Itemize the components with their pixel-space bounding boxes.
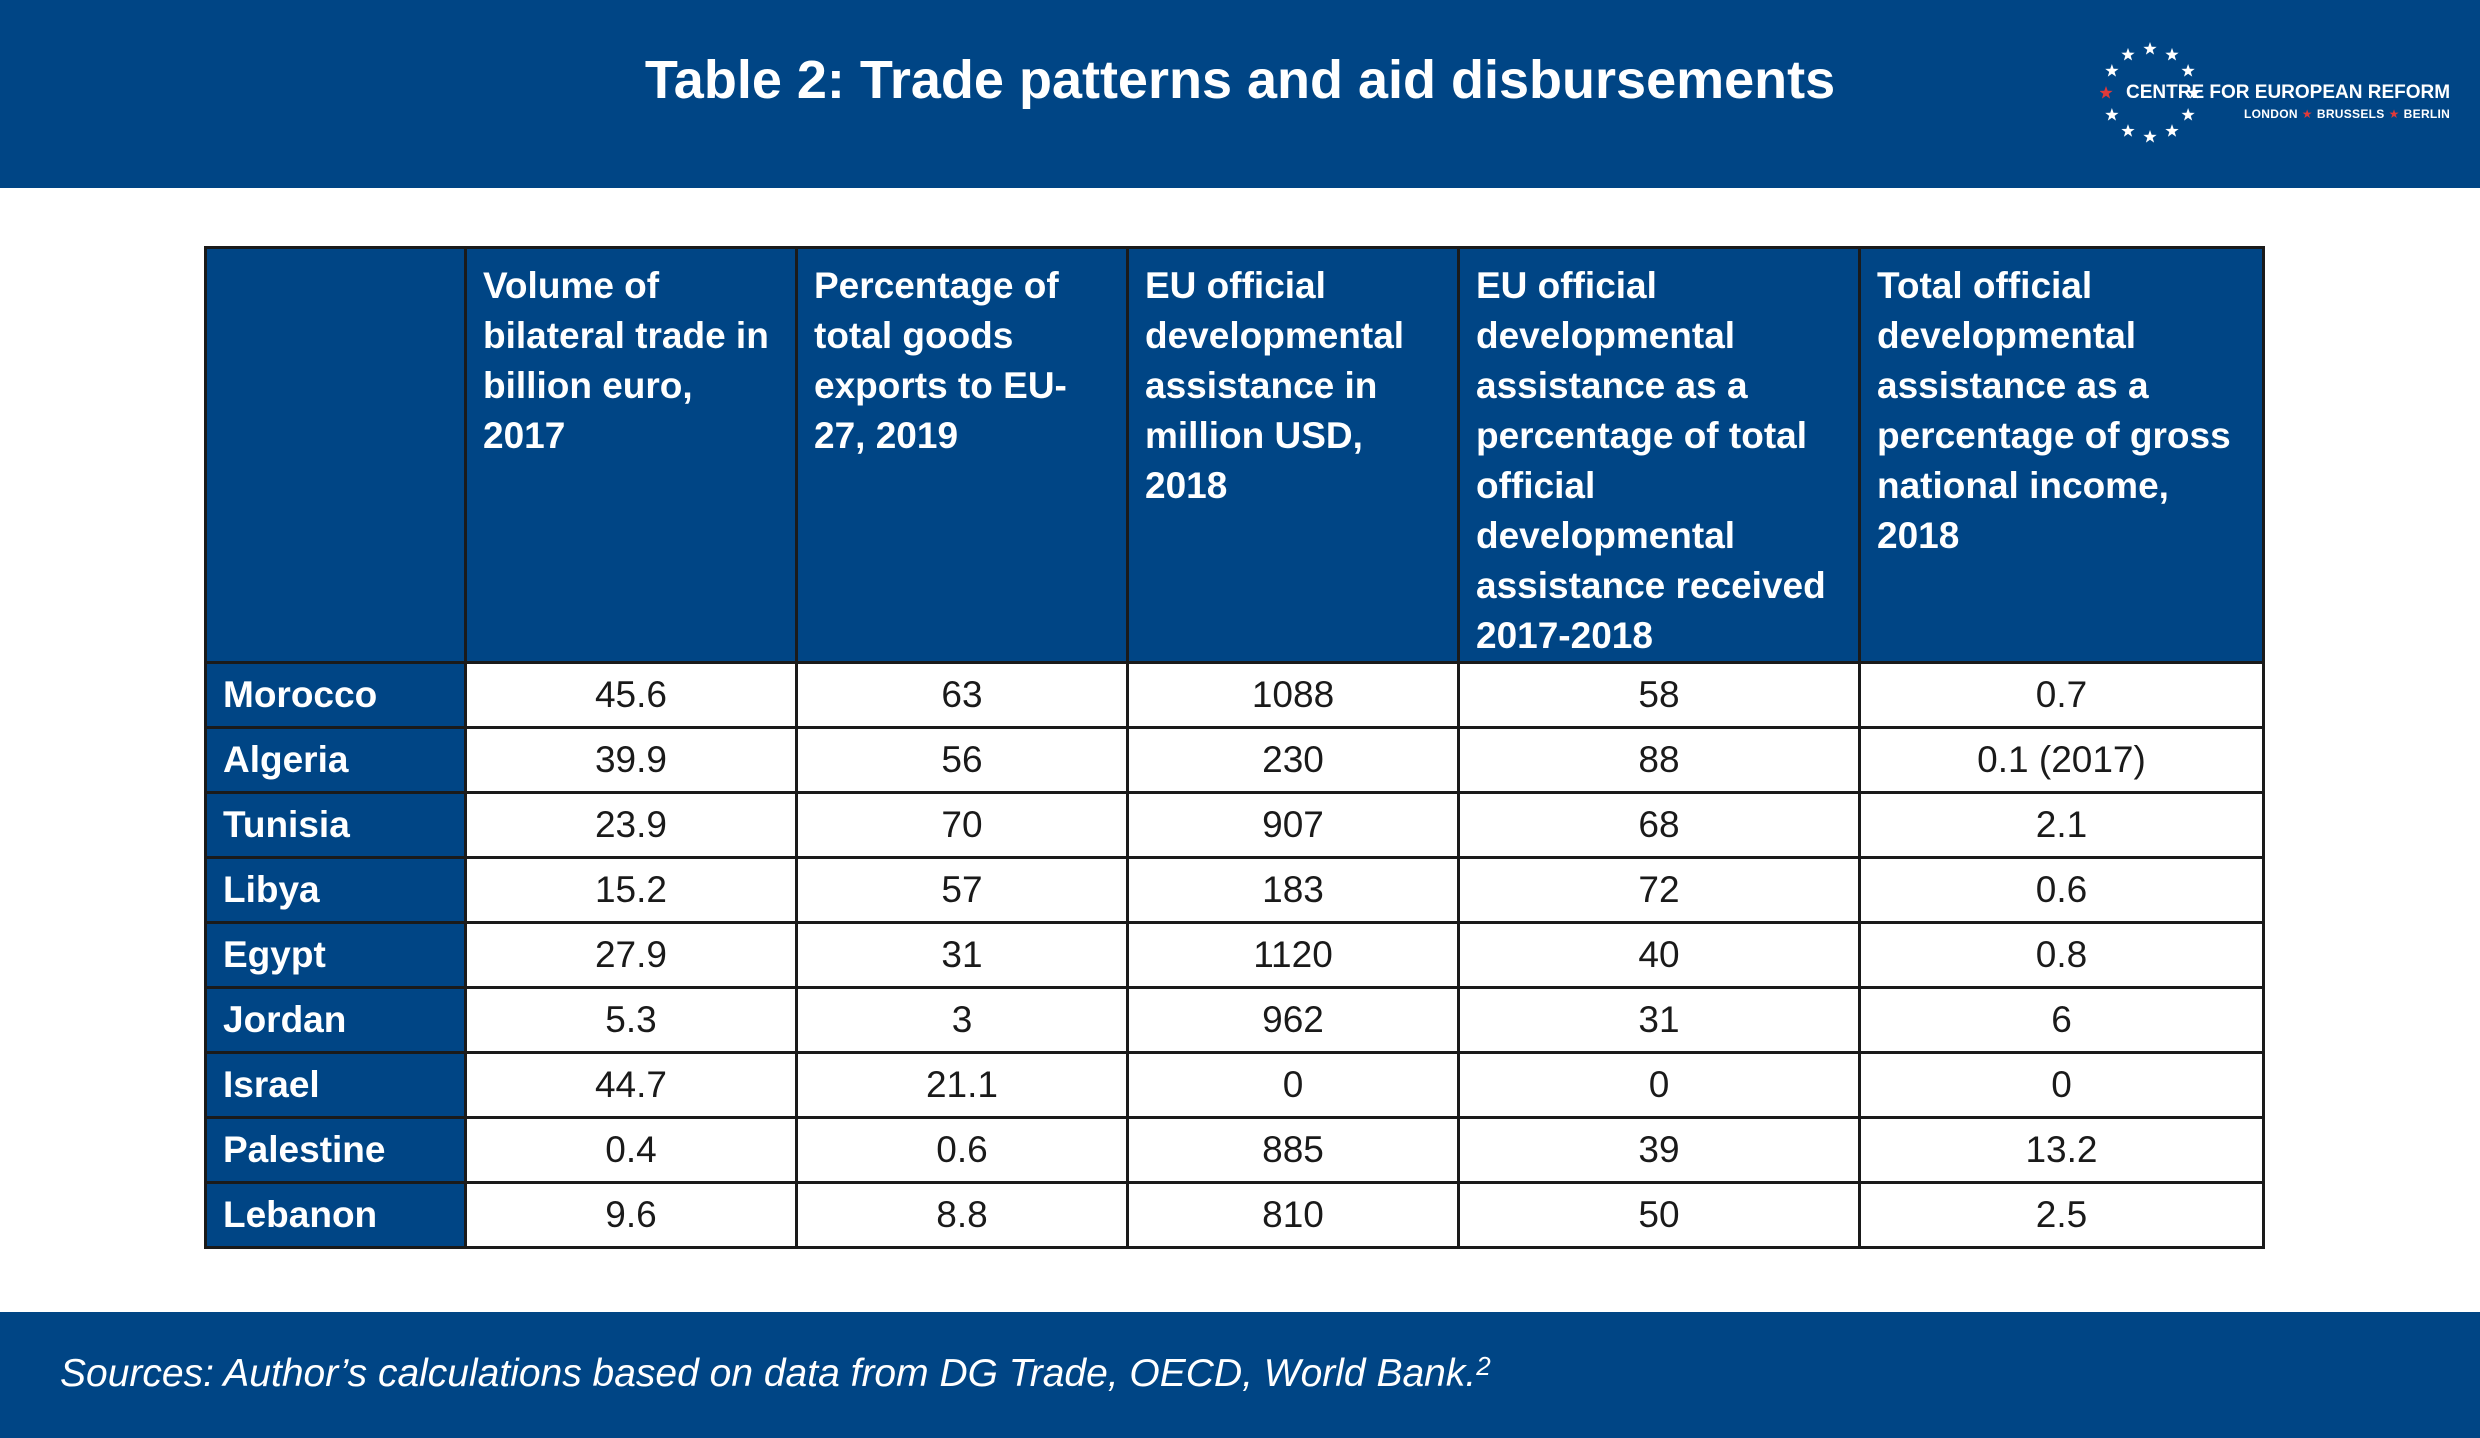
table-cell: 2.1	[1858, 791, 2265, 859]
column-header-trade-volume: Volume of bilateral trade in billion eur…	[464, 246, 798, 664]
column-header-eu-oda: EU official developmental assistance in …	[1126, 246, 1460, 664]
table-row: Morocco 45.6 63 1088 58 0.7	[204, 661, 2265, 729]
table-cell: 0	[1126, 1051, 1460, 1119]
cer-logo: CENTRE FOR EUROPEAN REFORM LONDON ★ BRUSSE…	[2100, 36, 2450, 156]
table-cell: 810	[1126, 1181, 1460, 1249]
row-header-country: Tunisia	[204, 791, 467, 859]
table-cell: 0	[1457, 1051, 1861, 1119]
logo-star-icon	[2181, 108, 2195, 121]
logo-star-icon	[2105, 108, 2119, 121]
table-cell: 72	[1457, 856, 1861, 924]
table-cell: 15.2	[464, 856, 798, 924]
logo-star-icon	[2121, 124, 2135, 137]
table-cell: 0.8	[1858, 921, 2265, 989]
logo-star-icon	[2165, 47, 2179, 61]
table-cell: 39	[1457, 1116, 1861, 1184]
city-berlin: BERLIN	[2403, 107, 2451, 121]
table-cell: 23.9	[464, 791, 798, 859]
row-header-country: Egypt	[204, 921, 467, 989]
table-cell: 183	[1126, 856, 1460, 924]
table-cell: 1088	[1126, 661, 1460, 729]
table-cell: 885	[1126, 1116, 1460, 1184]
table-cell: 68	[1457, 791, 1861, 859]
table-cell: 56	[795, 726, 1129, 794]
table-row: Libya 15.2 57 183 72 0.6	[204, 856, 2265, 924]
sources-note: Sources: Author’s calculations based on …	[60, 1346, 1491, 1402]
table-cell: 63	[795, 661, 1129, 729]
logo-name: CENTRE FOR EUROPEAN REFORM	[2126, 82, 2451, 103]
logo-star-icon	[2143, 130, 2157, 143]
table-cell: 70	[795, 791, 1129, 859]
table-row: Jordan 5.3 3 962 31 6	[204, 986, 2265, 1054]
logo-star-icon	[2143, 42, 2157, 55]
row-header-country: Israel	[204, 1051, 467, 1119]
logo-star-icon	[2100, 86, 2113, 99]
table-cell: 2.5	[1858, 1181, 2265, 1249]
table-cell: 13.2	[1858, 1116, 2265, 1184]
column-header-country	[204, 246, 467, 664]
table-cell: 3	[795, 986, 1129, 1054]
table-cell: 31	[795, 921, 1129, 989]
table-cell: 57	[795, 856, 1129, 924]
sources-text: Sources: Author’s calculations based on …	[60, 1352, 1477, 1395]
table-row: Tunisia 23.9 70 907 68 2.1	[204, 791, 2265, 859]
table-cell: 907	[1126, 791, 1460, 859]
page-title: Table 2: Trade patterns and aid disburse…	[644, 50, 1836, 110]
table-row: Algeria 39.9 56 230 88 0.1 (2017)	[204, 726, 2265, 794]
table-cell: 27.9	[464, 921, 798, 989]
table-cell: 21.1	[795, 1051, 1129, 1119]
table-cell: 8.8	[795, 1181, 1129, 1249]
table-cell: 50	[1457, 1181, 1861, 1249]
logo-star-icon	[2165, 124, 2179, 137]
table-cell: 31	[1457, 986, 1861, 1054]
table-cell: 230	[1126, 726, 1460, 794]
table-cell: 6	[1858, 986, 2265, 1054]
table-cell: 1120	[1126, 921, 1460, 989]
table-row: Lebanon 9.6 8.8 810 50 2.5	[204, 1181, 2265, 1249]
table-body: Morocco 45.6 63 1088 58 0.7 Algeria 39.9 56 230 88…	[204, 661, 2265, 1249]
city-london: LONDON	[2244, 107, 2298, 121]
row-header-country: Algeria	[204, 726, 467, 794]
row-header-country: Palestine	[204, 1116, 467, 1184]
column-header-oda-gni: Total official developmental assistance …	[1858, 246, 2265, 664]
table-cell: 0.4	[464, 1116, 798, 1184]
row-header-country: Morocco	[204, 661, 467, 729]
row-header-country: Jordan	[204, 986, 467, 1054]
city-brussels: BRUSSELS	[2316, 107, 2385, 121]
logo-star-icon	[2121, 47, 2135, 61]
table-row: Palestine 0.4 0.6 885 39 13.2	[204, 1116, 2265, 1184]
header-bar: Table 2: Trade patterns and aid disburse…	[0, 0, 2480, 188]
row-header-country: Lebanon	[204, 1181, 467, 1249]
table-cell: 58	[1457, 661, 1861, 729]
table-cell: 0.7	[1858, 661, 2265, 729]
table-cell: 0	[1858, 1051, 2265, 1119]
table-cell: 0.1 (2017)	[1858, 726, 2265, 794]
table-header-row: Volume of bilateral trade in billion eur…	[204, 246, 2265, 664]
table-cell: 45.6	[464, 661, 798, 729]
table-cell: 88	[1457, 726, 1861, 794]
footnote-mark: 2	[1476, 1351, 1491, 1381]
table-cell: 39.9	[464, 726, 798, 794]
table-row: Israel 44.7 21.1 0 0 0	[204, 1051, 2265, 1119]
table-cell: 0.6	[795, 1116, 1129, 1184]
footer-bar: Sources: Author’s calculations based on …	[0, 1312, 2480, 1438]
separator-star-icon: ★	[2388, 107, 2400, 121]
row-header-country: Libya	[204, 856, 467, 924]
table-cell: 962	[1126, 986, 1460, 1054]
separator-star-icon: ★	[2301, 107, 2313, 121]
logo-star-icon	[2181, 64, 2195, 77]
column-header-exports-share: Percentage of total goods exports to EU-…	[795, 246, 1129, 664]
logo-cities: LONDON ★ BRUSSELS ★ BERLIN	[2244, 106, 2450, 122]
table-cell: 40	[1457, 921, 1861, 989]
trade-aid-table: Volume of bilateral trade in billion eur…	[204, 246, 2265, 1249]
table-cell: 9.6	[464, 1181, 798, 1249]
logo-star-icon	[2105, 64, 2119, 77]
table-cell: 0.6	[1858, 856, 2265, 924]
table-row: Egypt 27.9 31 1120 40 0.8	[204, 921, 2265, 989]
column-header-eu-oda-share: EU official developmental assistance as …	[1457, 246, 1861, 664]
table-cell: 5.3	[464, 986, 798, 1054]
table-cell: 44.7	[464, 1051, 798, 1119]
